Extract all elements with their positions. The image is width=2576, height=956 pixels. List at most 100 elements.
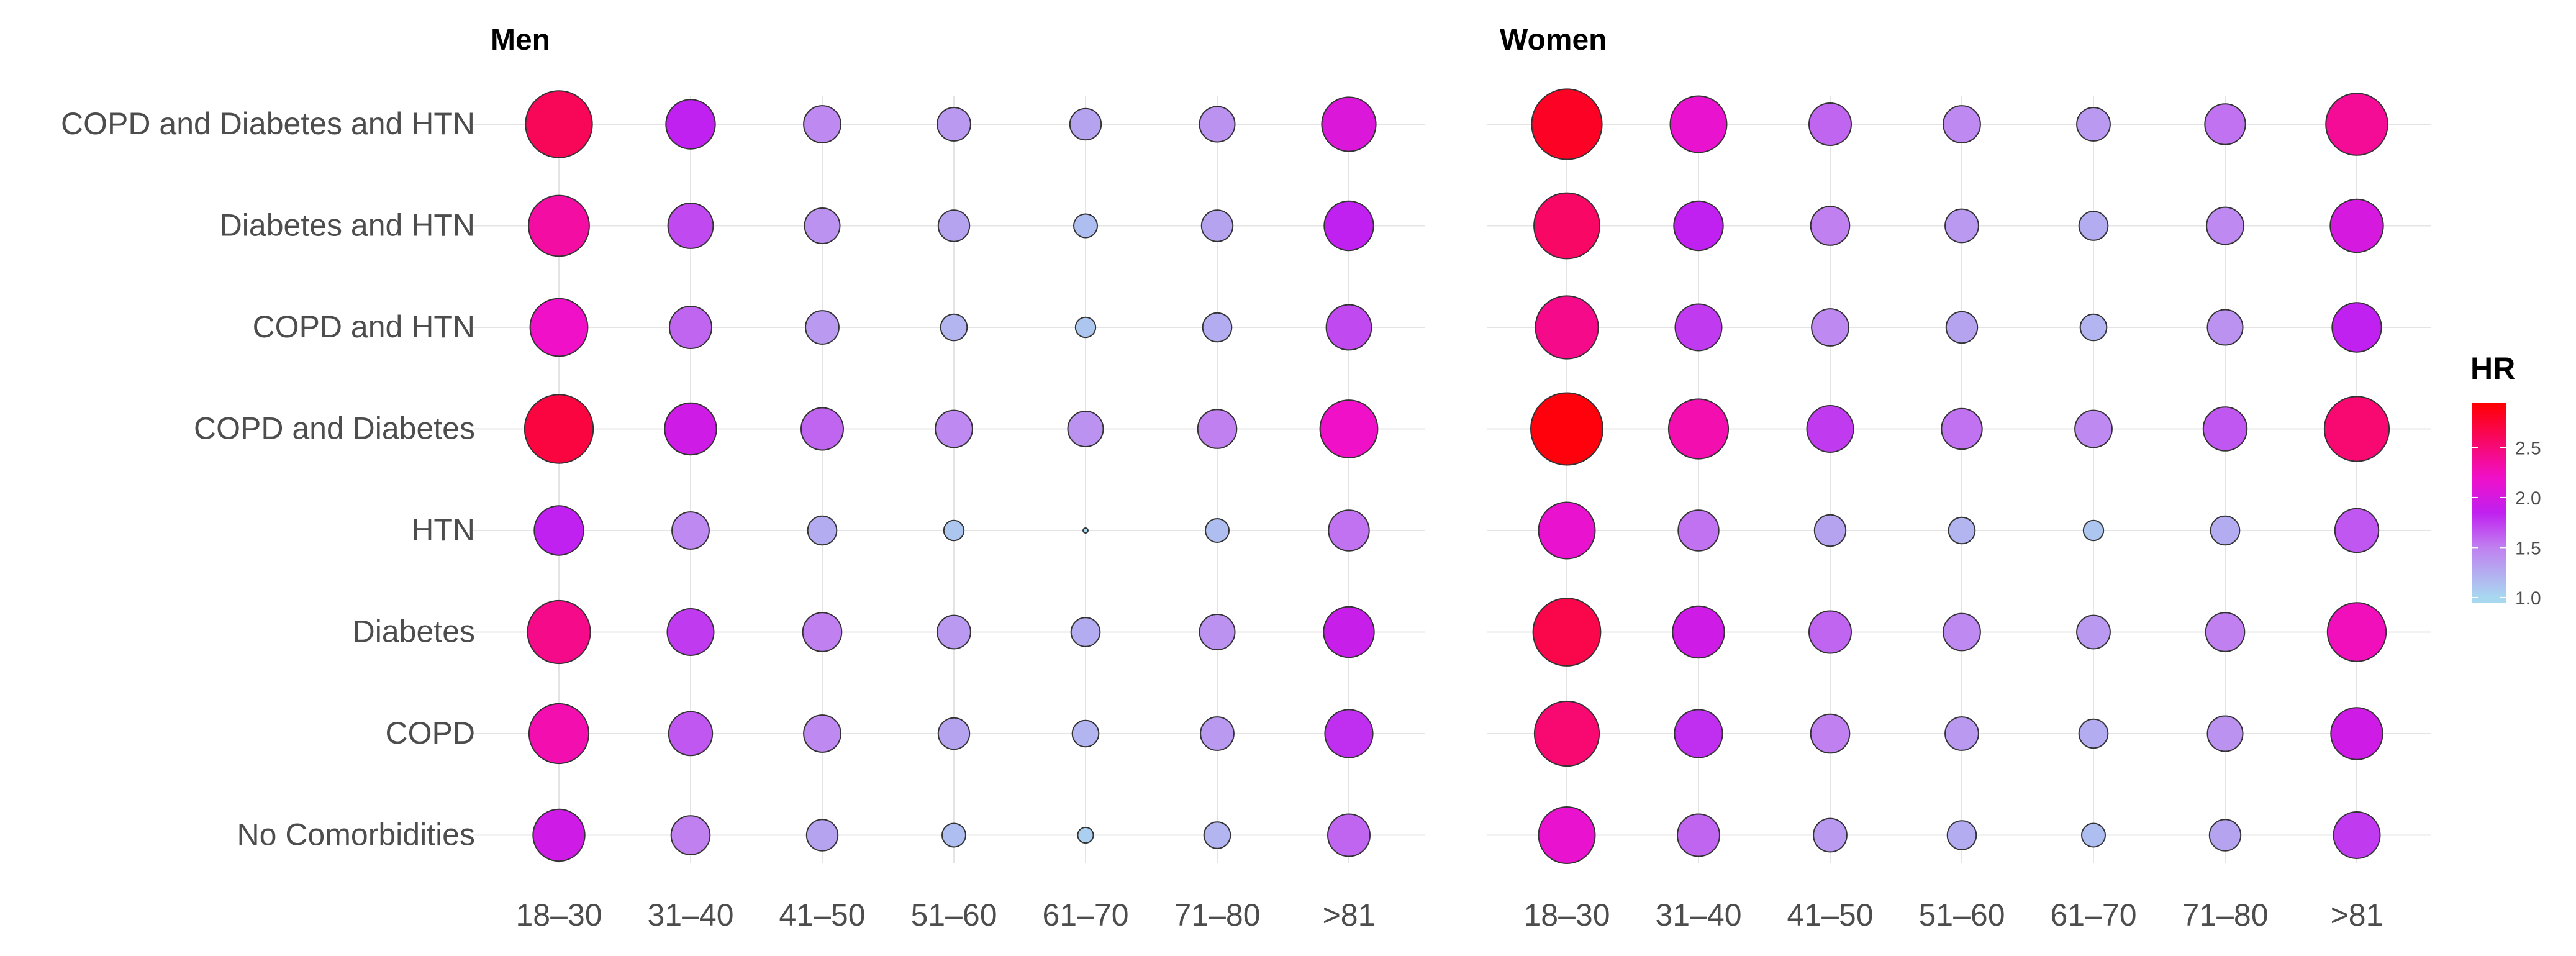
bubble-point [2329,198,2384,253]
bubble-point [805,819,839,852]
bubble-point [941,822,966,848]
x-tick-label: 71–80 [1174,898,1260,932]
x-tick-label: >81 [1323,898,1376,932]
bubble-point [2330,707,2383,760]
bubble-point [1325,304,1372,351]
panel-women: Women 18–30 31–40 41–50 51–60 61–70 71–80 >81 [1487,24,2431,932]
bubble-point [1948,516,1976,545]
bubble-point [937,614,971,650]
bubble-point [2210,515,2241,546]
bubble-point [1067,411,1104,447]
bubble-point [2076,107,2111,142]
x-tick-label: 51–60 [1918,898,2005,932]
bubble-point [1808,102,1852,146]
bubble-point [1674,303,1723,352]
legend-title: HR [2470,351,2515,386]
bubble-point [532,808,586,862]
bubble-point [1203,821,1231,849]
bubble-point [665,99,716,150]
y-tick-label: COPD and Diabetes and HTN [61,106,475,141]
bubble-point [524,394,594,464]
bubble-point [1069,107,1102,141]
bubble-point [1943,612,1981,652]
bubble-point [1673,200,1724,252]
bubble-point [2206,309,2244,346]
x-tick-label: 31–40 [647,898,733,932]
bubble-point [1813,817,1848,853]
bubble-point [940,313,968,342]
bubble-point [1200,209,1234,242]
bubble-point [2078,718,2109,749]
y-tick-label: No Comorbidities [237,817,475,852]
bubble-point [2079,313,2108,342]
bubble-point [1199,106,1236,143]
bubble-point [1532,598,1602,667]
bubble-point [1323,606,1375,658]
x-tick-label: 51–60 [910,898,997,932]
bubble-point [1205,518,1230,543]
bubble-point [1941,407,1983,450]
bubble-point [935,409,973,448]
bubble-point [1667,398,1730,460]
bubble-point [1677,813,1720,857]
bubble-point [2208,819,2242,852]
legend-tick-label: 2.5 [2515,438,2541,458]
bubble-point [1945,311,1979,344]
bubble-point [802,612,843,652]
bubble-point [943,519,965,542]
legend-tick-label: 1.5 [2515,538,2541,558]
bubble-point [1319,399,1379,458]
bubble-point [1535,295,1599,360]
bubble-point [1074,316,1097,339]
x-tick-label: 41–50 [779,898,865,932]
x-tick-label: 41–50 [1787,898,1873,932]
bubble-point [1810,713,1851,754]
bubble-point [528,703,590,765]
bubble-point [1944,208,1979,244]
bubble-point [937,209,971,242]
bubble-point [2082,519,2105,542]
y-tick-label: HTN [411,512,475,547]
bubble-point [525,90,593,158]
bubble-point [2325,93,2388,156]
y-tick-label: COPD and HTN [253,309,475,344]
bubble-point [1077,826,1094,844]
x-tick-label: 31–40 [1655,898,1741,932]
bubble-point [1531,88,1603,160]
legend-tick-label: 1.0 [2515,588,2541,609]
bubble-point [1672,605,1725,659]
bubble-point [671,511,710,550]
bubble-point [529,298,589,357]
bubble-point [2323,396,2390,462]
bubble-point [1327,813,1371,857]
bubble-point [1199,614,1236,650]
x-tick-label: 61–70 [2050,898,2136,932]
bubble-point [670,815,711,855]
y-tick-label: Diabetes and HTN [220,208,475,243]
bubble-point [668,711,714,757]
bubble-point [1811,308,1849,347]
bubble-point [533,505,584,556]
bubble-point [666,608,715,656]
bubble-point [2331,302,2382,353]
bubble-point [1321,96,1377,152]
y-tick-label: Diabetes [353,614,475,649]
bubble-point [1071,719,1100,748]
panel-title: Women [1500,24,1607,57]
bubble-point [2078,211,2109,241]
x-tick-label: 61–70 [1042,898,1128,932]
bubble-point [1674,709,1723,758]
bubble-point [800,407,844,451]
bubble-point [2081,822,2106,848]
bubble-point [937,717,971,750]
bubble-point [2202,406,2248,452]
bubble-point [1538,501,1596,560]
bubble-point [2076,614,2111,650]
bubble-point [527,599,591,665]
bubble-point [1082,527,1089,534]
bubble-point [2326,602,2387,662]
bubble-point [1533,192,1600,260]
bubble-point [1073,213,1098,239]
bubble-point [2334,508,2380,553]
